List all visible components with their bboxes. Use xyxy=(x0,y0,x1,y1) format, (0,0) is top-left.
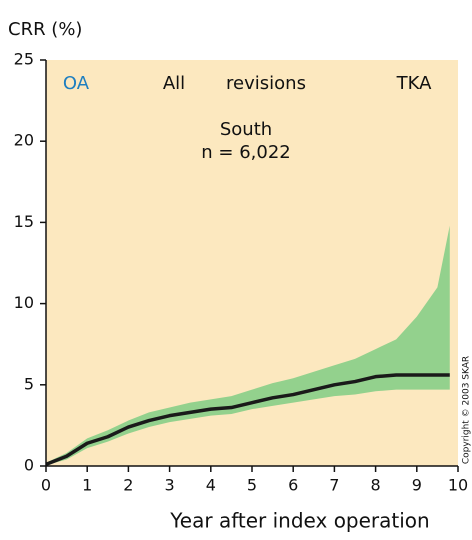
y-tick-label: 20 xyxy=(14,131,34,150)
x-tick-label: 3 xyxy=(165,476,175,495)
annotation: revisions xyxy=(226,73,306,94)
x-tick-label: 10 xyxy=(448,476,468,495)
x-tick-label: 1 xyxy=(82,476,92,495)
x-tick-label: 4 xyxy=(206,476,216,495)
annotation: All xyxy=(163,73,185,94)
x-tick-label: 8 xyxy=(371,476,381,495)
line xyxy=(45,373,450,467)
x-tick-label: 7 xyxy=(329,476,339,495)
x-tick-label: 2 xyxy=(123,476,133,495)
x-tick-label: 9 xyxy=(412,476,422,495)
copyright: Copyright © 2003 SKAR xyxy=(462,356,472,464)
plot-area: 0 5 10 15 20 25 0 1 2 3 4 5 6 7 8 9 10 xyxy=(14,50,469,495)
y-axis-label: CRR (%) xyxy=(8,19,82,40)
annotation: OA xyxy=(63,73,90,94)
x-axis-label: Year after index operation xyxy=(169,509,429,533)
y-tick-label: 15 xyxy=(14,212,34,231)
confidence-band xyxy=(46,225,450,466)
y-tick-label: 0 xyxy=(24,456,34,475)
annotation: n = 6,022 xyxy=(201,142,290,163)
x-tick-label: 5 xyxy=(247,476,257,495)
annotation: South xyxy=(220,119,272,140)
x-tick-label: 0 xyxy=(41,476,51,495)
y-tick-label: 5 xyxy=(24,374,34,393)
y-tick-label: 10 xyxy=(14,293,34,312)
x-tick-label: 6 xyxy=(288,476,298,495)
y-tick-label: 25 xyxy=(14,50,34,69)
annotation: TKA xyxy=(396,73,432,94)
